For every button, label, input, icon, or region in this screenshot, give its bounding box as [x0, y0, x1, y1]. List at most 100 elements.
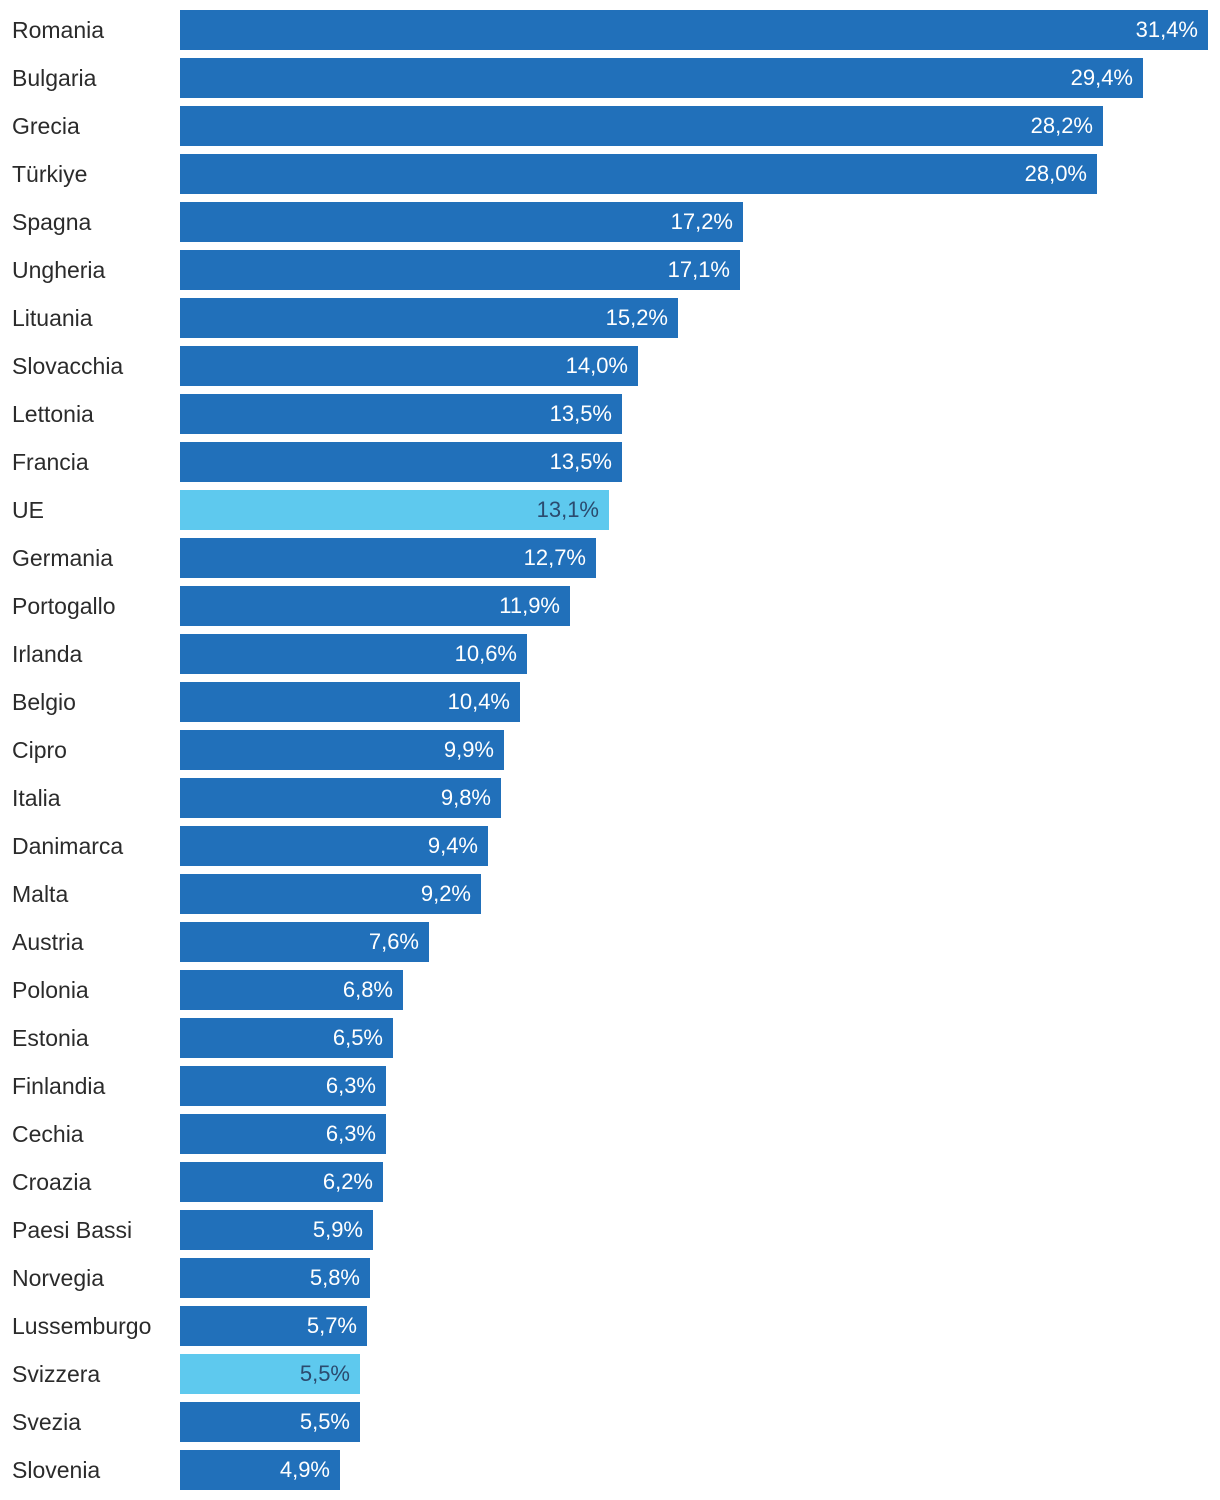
category-label: Belgio [12, 689, 76, 715]
bar-row: Cechia 6,3% [0, 1114, 1220, 1154]
category-label: Finlandia [12, 1073, 106, 1099]
bar-row: Slovacchia 14,0% [0, 346, 1220, 386]
bar: 13,5% [180, 442, 622, 482]
category-label: Slovacchia [12, 353, 124, 379]
category-label: Ungheria [12, 257, 106, 283]
bar-row: Lituania 15,2% [0, 298, 1220, 338]
category-label: Italia [12, 785, 61, 811]
bar: 9,9% [180, 730, 504, 770]
value-label: 14,0% [565, 353, 628, 378]
value-label: 17,2% [670, 209, 733, 234]
category-label: Malta [12, 881, 69, 907]
bar: 10,6% [180, 634, 527, 674]
bar-row: Romania 31,4% [0, 10, 1220, 50]
category-label: Polonia [12, 977, 89, 1003]
value-label: 10,6% [454, 641, 517, 666]
bar-row: Paesi Bassi 5,9% [0, 1210, 1220, 1250]
bar: 6,5% [180, 1018, 393, 1058]
value-label: 6,5% [332, 1025, 383, 1050]
category-label: Lettonia [12, 401, 94, 427]
bar-row: Germania 12,7% [0, 538, 1220, 578]
bar-row: Lettonia 13,5% [0, 394, 1220, 434]
value-label: 9,9% [443, 737, 494, 762]
category-label: Svezia [12, 1409, 82, 1435]
bar: 4,9% [180, 1450, 340, 1490]
bar: 9,4% [180, 826, 488, 866]
bar-row: Norvegia 5,8% [0, 1258, 1220, 1298]
bar: 14,0% [180, 346, 638, 386]
bar-row: Ungheria 17,1% [0, 250, 1220, 290]
category-label: Grecia [12, 113, 80, 139]
value-label: 29,4% [1070, 65, 1133, 90]
category-label: Lussemburgo [12, 1313, 152, 1339]
bar-row: Spagna 17,2% [0, 202, 1220, 242]
category-label: Bulgaria [12, 65, 97, 91]
bar-highlighted: 5,5% [180, 1354, 360, 1394]
value-label: 28,0% [1024, 161, 1087, 186]
bar-row: Francia 13,5% [0, 442, 1220, 482]
value-label: 11,9% [499, 593, 560, 618]
value-label: 6,8% [342, 977, 393, 1002]
bar-row: Danimarca 9,4% [0, 826, 1220, 866]
category-label: Portogallo [12, 593, 116, 619]
bar: 15,2% [180, 298, 678, 338]
bar-row: Finlandia 6,3% [0, 1066, 1220, 1106]
category-label: Spagna [12, 209, 92, 235]
bar-highlighted: 13,1% [180, 490, 609, 530]
category-label: Irlanda [12, 641, 83, 667]
value-label: 13,5% [549, 449, 612, 474]
bar: 5,7% [180, 1306, 367, 1346]
bar: 6,3% [180, 1114, 386, 1154]
bar: 5,8% [180, 1258, 370, 1298]
bar: 6,2% [180, 1162, 383, 1202]
bar-row: Cipro 9,9% [0, 730, 1220, 770]
bar: 6,3% [180, 1066, 386, 1106]
bar: 6,8% [180, 970, 403, 1010]
bar-row: UE 13,1% [0, 490, 1220, 530]
bar: 9,2% [180, 874, 481, 914]
value-label: 31,4% [1135, 17, 1198, 42]
category-label: Lituania [12, 305, 93, 331]
bar-row: Bulgaria 29,4% [0, 58, 1220, 98]
category-label: Türkiye [12, 161, 88, 187]
value-label: 10,4% [447, 689, 510, 714]
category-label: Romania [12, 17, 105, 43]
bar: 9,8% [180, 778, 501, 818]
value-label: 28,2% [1030, 113, 1093, 138]
bar: 28,0% [180, 154, 1097, 194]
bar: 31,4% [180, 10, 1208, 50]
bar: 13,5% [180, 394, 622, 434]
bar: 5,9% [180, 1210, 373, 1250]
bar: 10,4% [180, 682, 520, 722]
category-label: Estonia [12, 1025, 89, 1051]
value-label: 9,8% [440, 785, 491, 810]
value-label: 13,1% [536, 497, 599, 522]
category-label: Norvegia [12, 1265, 105, 1291]
bar-row: Irlanda 10,6% [0, 634, 1220, 674]
value-label: 6,3% [325, 1073, 376, 1098]
category-label: UE [12, 497, 44, 523]
category-label: Francia [12, 449, 89, 475]
value-label: 5,9% [312, 1217, 363, 1242]
bar: 28,2% [180, 106, 1103, 146]
bar: 17,1% [180, 250, 740, 290]
bar-row: Belgio 10,4% [0, 682, 1220, 722]
category-label: Svizzera [12, 1361, 101, 1387]
bar-row: Estonia 6,5% [0, 1018, 1220, 1058]
bar: 11,9% [180, 586, 570, 626]
bar: 29,4% [180, 58, 1143, 98]
value-label: 5,7% [306, 1313, 357, 1338]
value-label: 13,5% [549, 401, 612, 426]
category-label: Slovenia [12, 1457, 101, 1483]
bar: 12,7% [180, 538, 596, 578]
value-label: 15,2% [605, 305, 668, 330]
value-label: 17,1% [667, 257, 730, 282]
value-label: 7,6% [368, 929, 419, 954]
value-label: 4,9% [279, 1457, 330, 1482]
category-label: Austria [12, 929, 84, 955]
category-label: Danimarca [12, 833, 124, 859]
bar: 17,2% [180, 202, 743, 242]
value-label: 6,2% [322, 1169, 373, 1194]
value-label: 5,5% [299, 1409, 350, 1434]
category-label: Cipro [12, 737, 67, 763]
